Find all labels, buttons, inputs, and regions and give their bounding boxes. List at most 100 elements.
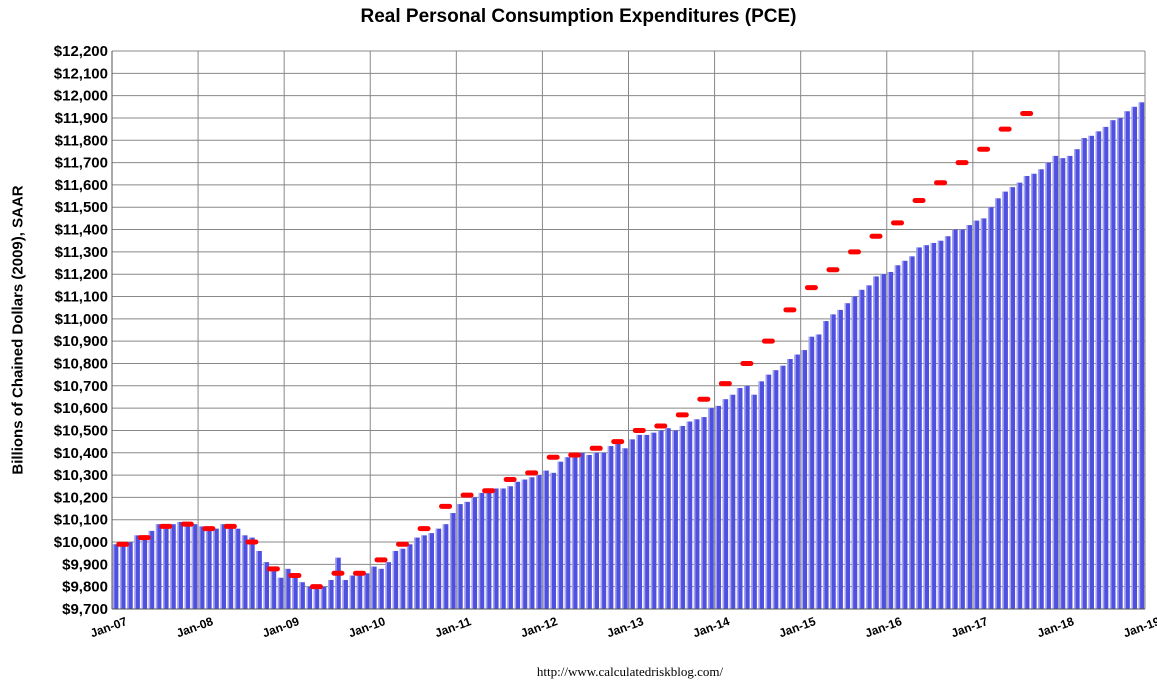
y-tick-label: $10,300 <box>54 467 108 484</box>
bar-highlight <box>206 530 208 609</box>
bar <box>335 557 341 609</box>
y-tick-label: $10,600 <box>54 400 108 417</box>
bar <box>593 452 600 609</box>
bar <box>378 568 384 609</box>
bar <box>148 530 155 609</box>
y-tick-label: $12,200 <box>54 43 108 60</box>
bar-highlight <box>306 586 309 609</box>
bar-highlight <box>227 524 230 609</box>
bar <box>263 562 270 609</box>
bar-highlight <box>406 544 409 609</box>
bar-highlight <box>980 218 983 609</box>
bar-highlight <box>693 419 696 609</box>
bar-highlight <box>449 513 452 609</box>
bar-highlight <box>141 537 144 609</box>
quarterly-marker <box>912 198 926 204</box>
y-tick-label: $11,800 <box>55 132 108 149</box>
bar <box>1066 155 1073 610</box>
bar <box>901 260 908 609</box>
bar-highlight <box>1016 182 1019 610</box>
quarterly-marker <box>159 523 173 529</box>
bar-highlight <box>772 370 775 609</box>
bar-highlight <box>851 296 854 609</box>
bar-highlight <box>607 446 610 609</box>
bar <box>701 417 707 609</box>
bar-highlight <box>134 535 136 609</box>
bar-highlight <box>249 537 251 609</box>
bar <box>521 479 528 609</box>
bar-highlight <box>629 439 631 609</box>
quarterly-marker <box>266 566 280 572</box>
bar <box>119 546 126 609</box>
quarterly-marker <box>116 541 130 547</box>
quarterly-marker <box>783 307 797 313</box>
quarterly-marker <box>546 454 560 460</box>
y-tick-label: $10,800 <box>54 355 108 372</box>
quarterly-marker <box>417 526 431 532</box>
bar-highlight <box>335 557 337 609</box>
bar <box>858 289 865 609</box>
bar-highlight <box>830 314 832 609</box>
bar-highlight <box>1102 126 1105 609</box>
bar-highlight <box>277 577 280 609</box>
bar <box>349 575 356 609</box>
bar-highlight <box>1002 191 1004 609</box>
bar <box>342 579 348 609</box>
bar-highlight <box>815 334 818 609</box>
bar-highlight <box>1109 120 1112 609</box>
quarterly-marker <box>374 557 388 563</box>
bar-highlight <box>1031 173 1033 609</box>
bar-highlight <box>708 408 710 609</box>
bar <box>464 501 470 609</box>
bar-highlight <box>744 385 746 609</box>
bar <box>636 434 643 609</box>
bar <box>966 225 973 609</box>
bar-highlight <box>657 430 660 609</box>
bar-highlight <box>614 443 617 609</box>
bar-highlight <box>844 303 847 609</box>
bar-highlight <box>1124 111 1126 609</box>
bar <box>779 365 786 609</box>
bar <box>887 271 894 609</box>
bar <box>1095 131 1102 610</box>
bar <box>435 528 442 609</box>
quarterly-marker <box>718 381 732 387</box>
bar <box>1102 126 1109 609</box>
bar <box>536 475 542 609</box>
bar <box>844 303 851 609</box>
bar <box>686 421 693 609</box>
bar-highlight <box>1052 155 1055 610</box>
quarterly-marker <box>525 470 539 476</box>
quarterly-marker <box>223 523 237 529</box>
y-tick-label: $9,900 <box>62 556 108 573</box>
bar-highlight <box>550 472 552 609</box>
bar-highlight <box>937 240 940 609</box>
bar-highlight <box>435 528 438 609</box>
y-tick-label: $9,800 <box>62 579 108 596</box>
bar <box>1052 155 1059 610</box>
axes <box>111 51 1145 610</box>
bar-highlight <box>478 492 481 609</box>
bar <box>837 309 843 609</box>
bar <box>1081 138 1087 609</box>
bar-highlight <box>163 526 165 609</box>
bar <box>249 537 255 609</box>
bar <box>191 524 198 609</box>
bar <box>184 524 191 609</box>
bar <box>421 535 427 609</box>
bar <box>973 220 980 609</box>
bar <box>909 256 915 609</box>
bar <box>414 537 420 609</box>
bar <box>1124 111 1130 609</box>
bar-highlight <box>952 229 954 609</box>
bar <box>794 354 800 609</box>
y-tick-label: $10,100 <box>54 512 108 529</box>
bar-highlight <box>1117 117 1119 610</box>
bar-highlight <box>378 568 380 609</box>
bar-highlight <box>127 542 129 609</box>
bar-highlight <box>464 501 466 609</box>
bar-highlight <box>1059 158 1062 610</box>
bar-highlight <box>457 504 459 609</box>
bar <box>163 526 169 609</box>
bar <box>708 408 714 609</box>
